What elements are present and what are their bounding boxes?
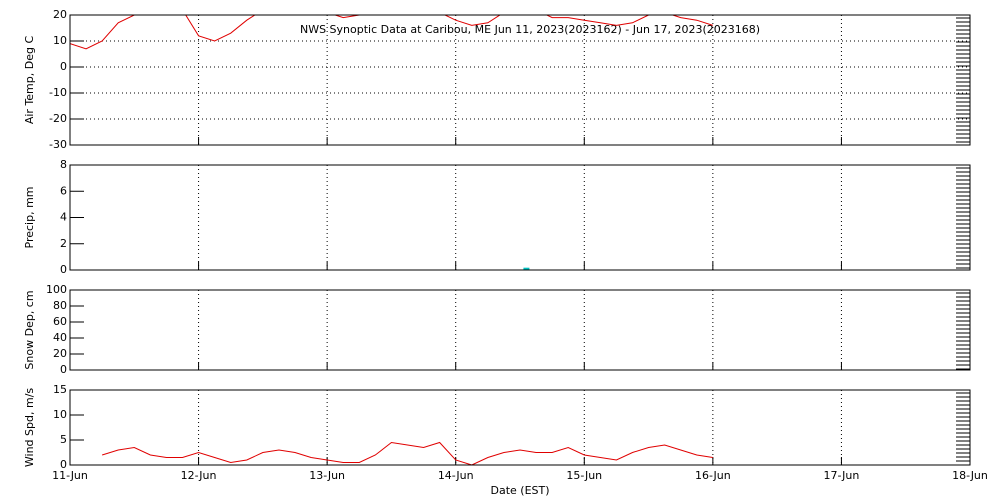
y-tick-label: 20 bbox=[53, 347, 67, 360]
bar bbox=[523, 267, 530, 270]
panel-frame bbox=[69, 389, 971, 466]
chart-title: NWS Synoptic Data at Caribou, ME Jun 11,… bbox=[300, 23, 760, 36]
y-tick-label: -30 bbox=[49, 138, 67, 151]
y-tick-label: 5 bbox=[60, 433, 67, 446]
y-tick-label: 0 bbox=[60, 363, 67, 376]
x-tick-label: 13-Jun bbox=[309, 469, 345, 482]
panel-frame bbox=[69, 164, 971, 271]
y-tick-label: -10 bbox=[49, 86, 67, 99]
x-tick-label: 14-Jun bbox=[438, 469, 474, 482]
x-tick-label: 12-Jun bbox=[181, 469, 217, 482]
y-axis-label: Air Temp, Deg C bbox=[23, 36, 36, 125]
y-tick-label: 4 bbox=[60, 211, 67, 224]
y-axis-label: Precip, mm bbox=[23, 187, 36, 249]
panel-frame bbox=[69, 289, 971, 371]
y-tick-label: 0 bbox=[60, 60, 67, 73]
y-tick-label: 100 bbox=[46, 283, 67, 296]
x-axis-label: Date (EST) bbox=[490, 484, 549, 497]
y-tick-label: 40 bbox=[53, 331, 67, 344]
x-tick-label: 15-Jun bbox=[566, 469, 602, 482]
y-tick-label: 10 bbox=[53, 34, 67, 47]
y-tick-label: 10 bbox=[53, 408, 67, 421]
y-tick-label: 80 bbox=[53, 299, 67, 312]
y-tick-label: -20 bbox=[49, 112, 67, 125]
x-tick-label: 18-Jun bbox=[952, 469, 988, 482]
y-tick-label: 2 bbox=[60, 237, 67, 250]
y-tick-label: 20 bbox=[53, 8, 67, 21]
y-axis-label: Wind Spd, m/s bbox=[23, 388, 36, 468]
x-tick-label: 16-Jun bbox=[695, 469, 731, 482]
y-tick-label: 0 bbox=[60, 263, 67, 276]
panel-frame bbox=[69, 14, 971, 146]
data-line bbox=[70, 15, 714, 50]
data-line bbox=[101, 441, 713, 465]
x-tick-label: 11-Jun bbox=[52, 469, 88, 482]
y-tick-label: 60 bbox=[53, 315, 67, 328]
y-axis-label: Snow Dep, cm bbox=[23, 290, 36, 369]
y-tick-label: 6 bbox=[60, 184, 67, 197]
y-tick-label: 0 bbox=[60, 458, 67, 471]
x-tick-label: 17-Jun bbox=[824, 469, 860, 482]
y-tick-label: 8 bbox=[60, 158, 67, 171]
y-tick-label: 15 bbox=[53, 383, 67, 396]
